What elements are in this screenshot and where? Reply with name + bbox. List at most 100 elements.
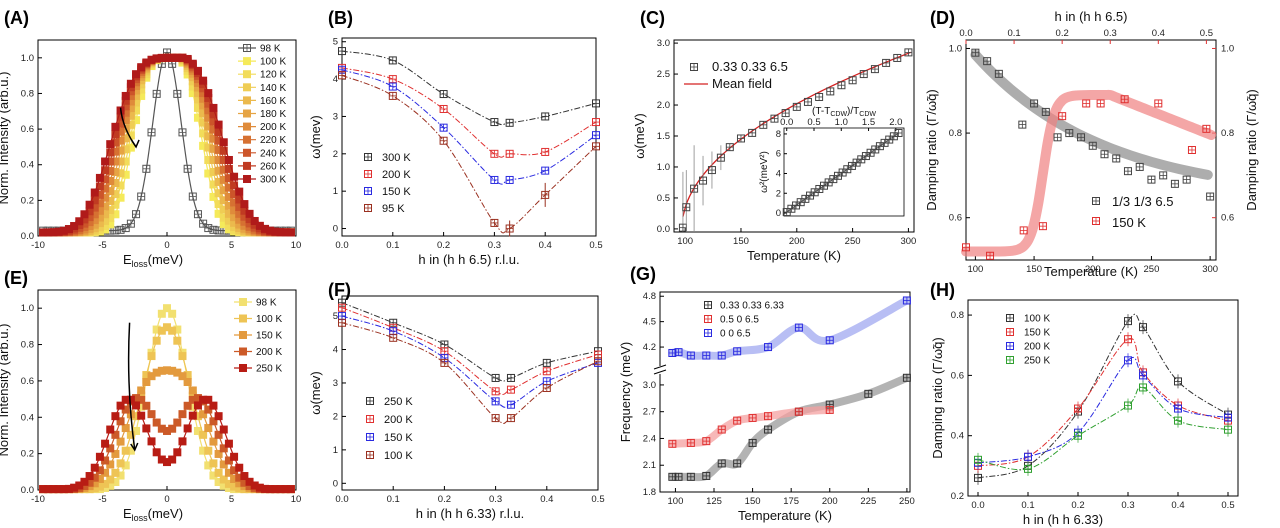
axes-frame: [965, 39, 1217, 261]
right-y-axis-label: Damping ratio (Γ/ω̃q): [1244, 89, 1259, 210]
series-line: [43, 56, 291, 234]
data-point: [199, 76, 208, 85]
panel-E: -10 -5 0 5 10 0.0 0.2 0.4 0.6 0.8 1.0 Eloss(meV) Nor…: [0, 289, 301, 523]
data-point: [230, 452, 239, 461]
y-tick-label: 1.0: [657, 162, 670, 173]
y-axis-label: Damping ratio (Γ/ω̃q): [930, 337, 945, 458]
data-point: [152, 336, 161, 345]
data-point: [168, 455, 177, 464]
legend-label: 180 K: [260, 109, 286, 120]
data-point: [75, 217, 84, 226]
data-point: [168, 309, 177, 318]
data-point: [147, 410, 156, 419]
y-tick-label: 1.0: [21, 53, 34, 64]
legend-marker: [243, 161, 251, 170]
legend-label: 250 K: [256, 364, 282, 375]
axes-frame: [659, 291, 911, 493]
x-tick-label: 10: [291, 240, 302, 251]
trend-band: [970, 49, 1213, 180]
data-point: [132, 70, 141, 79]
fit-curve: [977, 313, 1229, 479]
top-x-tick-label: 0.2: [1056, 28, 1069, 39]
x-tick-label: 0.4: [1171, 500, 1184, 511]
fit-curve: [977, 357, 1229, 464]
x-axis-label: Eloss(meV): [123, 252, 183, 269]
data-point: [157, 309, 166, 318]
y-tick-label: 2: [333, 411, 338, 422]
inset-y-tick-label: 0: [776, 208, 781, 219]
y-axis-label: ω(mev): [308, 371, 323, 414]
series-line: [43, 398, 291, 490]
y-tick-label: 1: [333, 186, 338, 197]
panel-label: (D): [930, 8, 955, 28]
legend-label: Mean field: [712, 76, 772, 91]
data-point: [85, 472, 94, 481]
data-point: [101, 479, 110, 488]
inset-y-tick-label: 4: [776, 168, 781, 179]
data-point: [111, 122, 120, 131]
series-line: [43, 56, 291, 234]
x-tick-label: 0.1: [386, 240, 399, 251]
data-point: [199, 430, 208, 439]
inset-x-tick-label: 0.5: [807, 117, 820, 128]
panel-label: (F): [328, 280, 351, 300]
data-point: [235, 463, 244, 472]
data-point: [168, 326, 177, 335]
data-point: [111, 430, 120, 439]
fit-curve: [977, 386, 1229, 471]
x-tick-label: 125: [706, 496, 722, 507]
right-y-tick-label: 1.0: [1221, 43, 1234, 54]
data-point: [168, 424, 177, 433]
data-point: [214, 449, 223, 458]
data-point: [163, 304, 171, 313]
data-point: [219, 425, 228, 434]
data-point: [219, 475, 228, 484]
y-tick-label: 2.0: [657, 100, 670, 111]
data-point: [106, 425, 115, 434]
data-point: [214, 468, 223, 477]
x-tick-label: 175: [783, 496, 799, 507]
legend-marker: [243, 122, 251, 131]
trend-band: [961, 89, 1217, 257]
data-point: [183, 378, 192, 387]
axes-frame: [341, 295, 599, 491]
data-point: [219, 138, 228, 147]
legend-label: 100 K: [260, 57, 286, 68]
legend-label: 150 K: [1112, 215, 1146, 230]
data-point: [235, 187, 244, 196]
data-point: [142, 378, 151, 387]
x-tick-label: 0.2: [438, 494, 451, 505]
legend-label: 100 K: [1024, 314, 1050, 325]
x-tick-label: 0: [164, 240, 169, 251]
x-tick-label: -10: [31, 494, 45, 505]
series-line: [43, 56, 291, 234]
inset-x-tick-label: 0.0: [780, 117, 793, 128]
x-tick-label: 0.4: [540, 494, 553, 505]
data-point: [85, 200, 94, 209]
data-point: [111, 449, 120, 458]
panel-B: 0.0 0.1 0.2 0.3 0.4 0.5 0 1 2 3 4 5 h in (h h 6.5) r…: [308, 37, 603, 267]
legend-label: 200 K: [260, 122, 286, 133]
legend-label: 98 K: [260, 44, 281, 55]
axes-frame: [341, 37, 597, 237]
legend-label: 160 K: [260, 96, 286, 107]
data-point: [116, 401, 125, 410]
legend-label: 0 0 6.5: [720, 329, 751, 340]
x-tick-label: -10: [31, 240, 45, 251]
y-axis-label: Norm. Intensity (arb.u.): [0, 72, 11, 205]
fit-curve: [341, 315, 599, 408]
data-point: [90, 188, 99, 197]
data-point: [199, 410, 208, 419]
data-point: [209, 459, 218, 468]
data-point: [188, 59, 197, 68]
y-tick-label: 0.0: [21, 231, 34, 242]
data-point: [240, 200, 249, 209]
data-point: [286, 228, 295, 237]
data-point: [173, 336, 182, 345]
data-point: [214, 430, 223, 439]
data-point: [121, 91, 130, 100]
inset-y-label: ω²(meV²): [759, 151, 770, 193]
panel-C: 100 150 200 250 300 0.0 0.5 1.0 1.5 2.0 2.5 3.0 Temp…: [632, 38, 916, 263]
inset-y-tick-label: 2: [776, 188, 781, 199]
